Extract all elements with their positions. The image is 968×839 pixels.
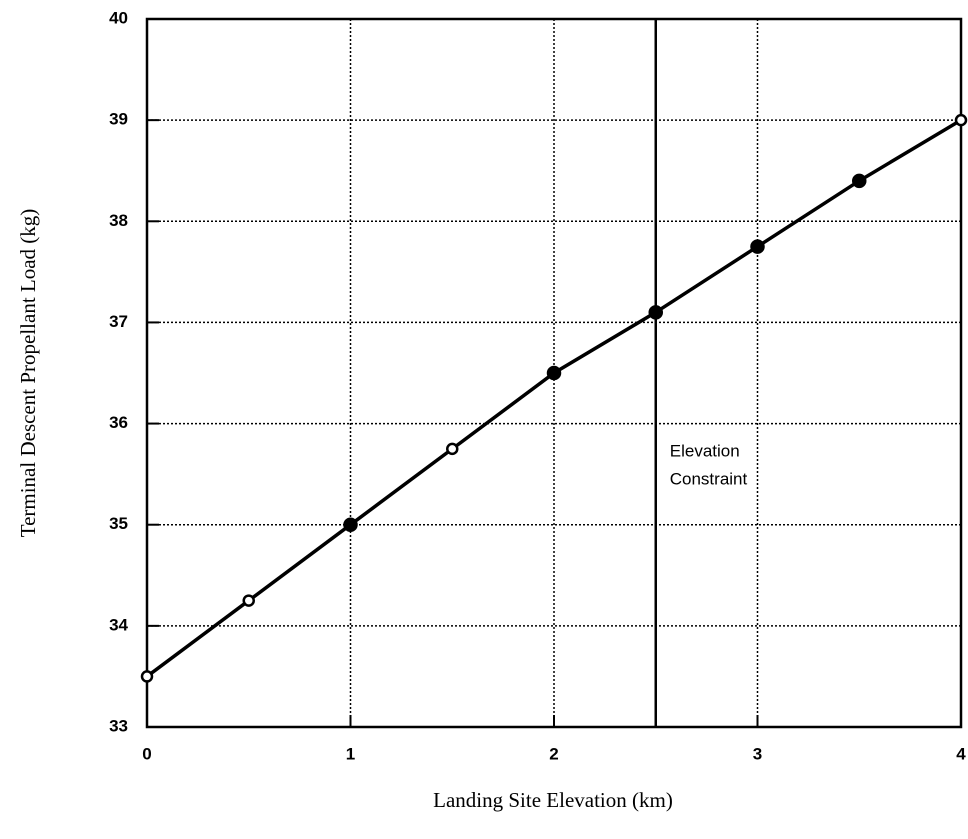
y-tick-label: 38 [109,211,128,230]
x-tick-label: 0 [142,744,151,763]
data-point [750,239,765,254]
y-tick-label: 40 [109,8,128,27]
x-tick-label: 4 [956,744,966,763]
data-point [546,365,562,381]
annotation: Elevation [670,441,740,460]
x-tick-label: 1 [346,744,355,763]
data-point [648,305,663,320]
y-axis-label: Terminal Descent Propellant Load (kg) [16,209,40,538]
data-point [242,594,255,607]
data-point [140,670,154,683]
y-tick-label: 35 [109,514,128,533]
y-tick-label: 34 [109,615,128,634]
data-point [852,173,867,189]
y-tick-label: 39 [109,110,128,129]
y-tick-label: 36 [109,413,128,432]
y-tick-label: 33 [109,716,128,735]
data-point [954,113,968,127]
x-tick-label: 2 [549,744,558,763]
plot-frame [145,17,963,729]
y-tick-label: 37 [109,312,128,331]
data-point [446,442,459,456]
x-axis-label: Landing Site Elevation (km) [433,788,673,812]
x-tick-label: 3 [753,744,762,763]
data-point [343,517,358,532]
annotation: Constraint [670,469,748,488]
